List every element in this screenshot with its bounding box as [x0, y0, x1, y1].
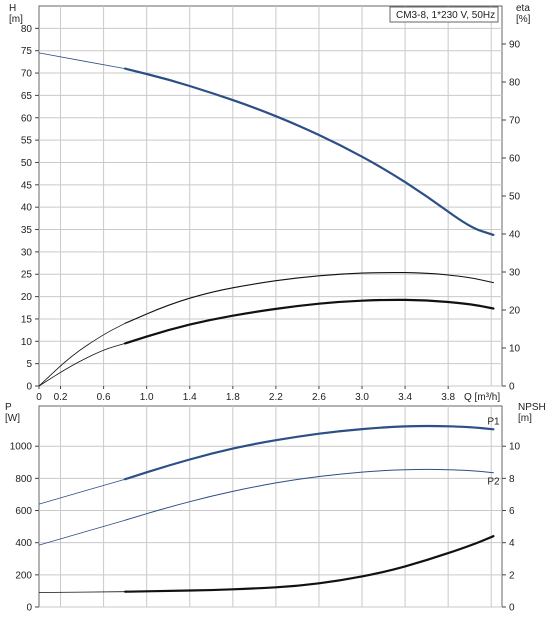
series-0-line: [124, 67, 495, 236]
y-tick-label: 15: [21, 314, 33, 325]
p2-line-thin: [38, 519, 126, 546]
series-2-line: [124, 298, 495, 345]
y2-tick-label: 10: [509, 344, 521, 355]
y-tick-label: 35: [21, 225, 33, 236]
y-axis-label-1: [m]: [9, 14, 23, 25]
y-axis-label-0: P: [5, 402, 12, 413]
x-tick-label: 0: [36, 392, 42, 403]
p1-line: [124, 424, 495, 481]
series-1-line: [124, 272, 494, 324]
y2-tick-label: 50: [509, 192, 521, 203]
y2-tick-label: 6: [509, 506, 515, 517]
y-tick-label: 10: [21, 337, 33, 348]
y-tick-label: 600: [15, 506, 32, 517]
p1-line-thin: [38, 478, 126, 505]
y2-tick-label: 20: [509, 306, 521, 317]
y2-axis-label-0: eta: [516, 3, 530, 14]
y2-axis-label-0: NPSH: [518, 402, 546, 413]
y-tick-label: 400: [15, 538, 32, 549]
x-tick-label: 2.2: [269, 392, 283, 403]
y-tick-label: 25: [21, 270, 33, 281]
x-tick-label: 0.6: [97, 392, 111, 403]
y-tick-label: 55: [21, 136, 33, 147]
x-tick-label: 3.8: [441, 392, 455, 403]
y-tick-label: 30: [21, 247, 33, 258]
y-tick-label: 1000: [10, 442, 33, 453]
y-tick-label: 50: [21, 158, 33, 169]
y2-tick-label: 4: [509, 538, 515, 549]
x-tick-label: 2.6: [312, 392, 326, 403]
series-2-line-thin: [38, 591, 126, 593]
bottom-plot-frame: [38, 405, 503, 608]
x-tick-label: 3.4: [398, 392, 412, 403]
p2-line: [124, 468, 494, 521]
x-tick-label: 1.0: [140, 392, 154, 403]
y2-tick-label: 90: [509, 40, 521, 51]
series-label-p1: P1: [487, 416, 500, 427]
y-tick-label: 75: [21, 46, 33, 57]
y-tick-label: 45: [21, 180, 33, 191]
series-0-line-thin: [38, 52, 126, 69]
top-plot-frame: [38, 5, 503, 387]
series-2-line-thin: [38, 343, 126, 387]
y2-tick-label: 70: [509, 116, 521, 127]
y-tick-label: 20: [21, 292, 33, 303]
y-tick-label: 60: [21, 113, 33, 124]
y2-axis-label-1: [%]: [516, 14, 531, 25]
y2-tick-label: 10: [509, 442, 521, 453]
y-tick-label: 80: [21, 24, 33, 35]
x-tick-label: 1.8: [226, 392, 240, 403]
x-tick-label: 3.0: [355, 392, 369, 403]
y2-tick-label: 80: [509, 78, 521, 89]
y2-tick-label: 8: [509, 474, 515, 485]
x-axis-label: Q [m³/h]: [464, 392, 500, 403]
y2-tick-label: 40: [509, 230, 521, 241]
y-tick-label: 0: [26, 382, 32, 393]
y-tick-label: 800: [15, 474, 32, 485]
y-tick-label: 40: [21, 203, 33, 214]
y-axis-label-0: H: [9, 3, 16, 14]
series-label-p2: P2: [487, 477, 500, 488]
x-tick-label: 1.4: [183, 392, 197, 403]
series-1-line-thin: [38, 322, 126, 387]
y2-tick-label: 0: [509, 603, 515, 614]
series-2-line: [124, 535, 495, 593]
y-tick-label: 65: [21, 91, 33, 102]
y-tick-label: 200: [15, 570, 32, 581]
y2-tick-label: 30: [509, 268, 521, 279]
y2-tick-label: 0: [509, 382, 515, 393]
y-tick-label: 70: [21, 69, 33, 80]
y-tick-label: 0: [26, 603, 32, 614]
y2-tick-label: 2: [509, 570, 515, 581]
x-tick-label: 0.2: [54, 392, 68, 403]
chart-title: CM3-8, 1*230 V, 50Hz: [396, 10, 495, 21]
y2-tick-label: 60: [509, 154, 521, 165]
y-axis-label-1: [W]: [5, 413, 20, 424]
chart-title-box: [389, 6, 499, 23]
y-tick-label: 5: [26, 359, 32, 370]
y2-axis-label-1: [m]: [518, 413, 532, 424]
